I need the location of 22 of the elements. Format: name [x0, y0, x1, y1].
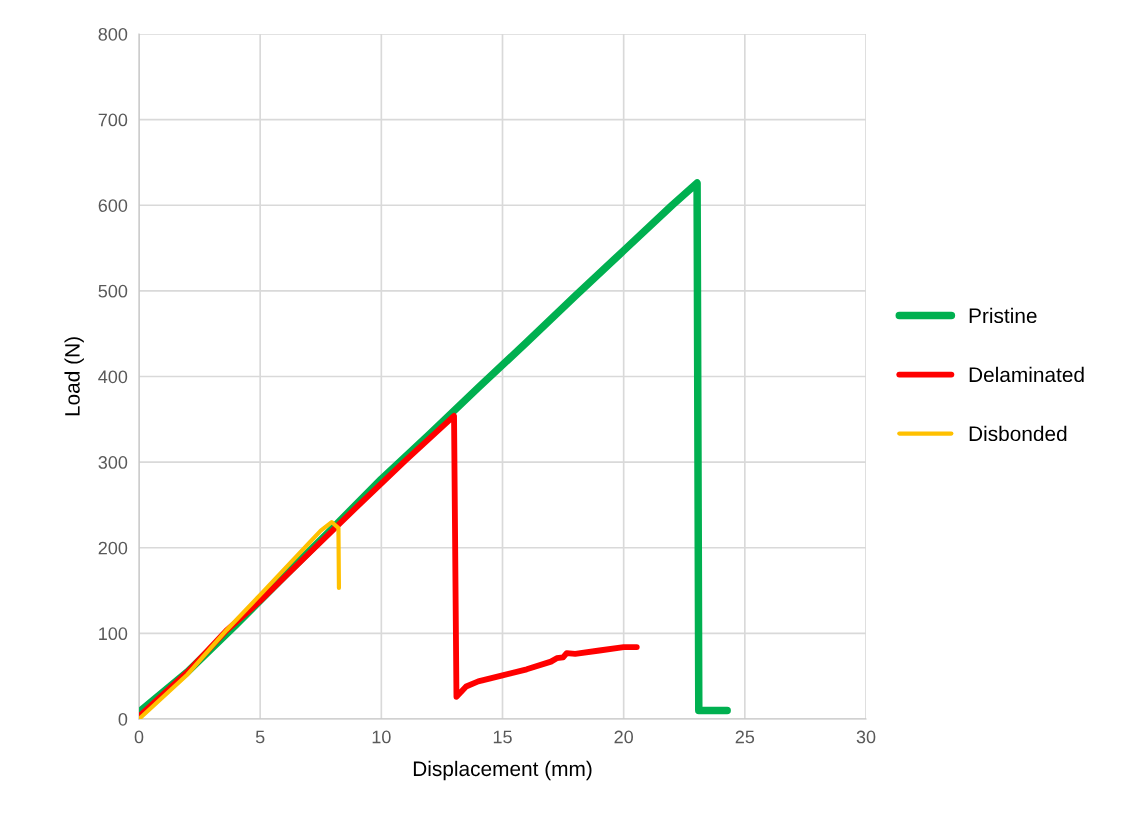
y-tick-label: 300 [98, 456, 128, 469]
y-tick-label: 200 [98, 541, 128, 555]
y-tick-label: 400 [98, 370, 128, 384]
x-tick-label: 25 [735, 730, 755, 744]
x-tick-label: 0 [134, 730, 144, 744]
x-tick-label: 15 [493, 730, 512, 744]
x-tick-label: 10 [372, 730, 391, 744]
y-tick-label: 500 [98, 284, 128, 298]
y-tick-label: 100 [99, 627, 128, 641]
x-tick-label: 20 [614, 730, 633, 744]
legend-label: Disbonded [969, 425, 1067, 442]
y-tick-label: 0 [118, 712, 128, 726]
y-axis-title: Load (N) [64, 337, 84, 416]
x-tick-label: 30 [856, 730, 876, 744]
y-tick-label: 600 [98, 199, 128, 212]
legend-label: Delaminated [969, 366, 1084, 383]
x-axis-title: Displacement (mm) [413, 760, 592, 781]
line-series [139, 519, 342, 719]
legend-label: Pristine [969, 307, 1037, 324]
x-tick-label: 5 [255, 730, 265, 744]
y-tick-label: 800 [98, 27, 128, 41]
y-tick-label: 700 [98, 113, 128, 127]
